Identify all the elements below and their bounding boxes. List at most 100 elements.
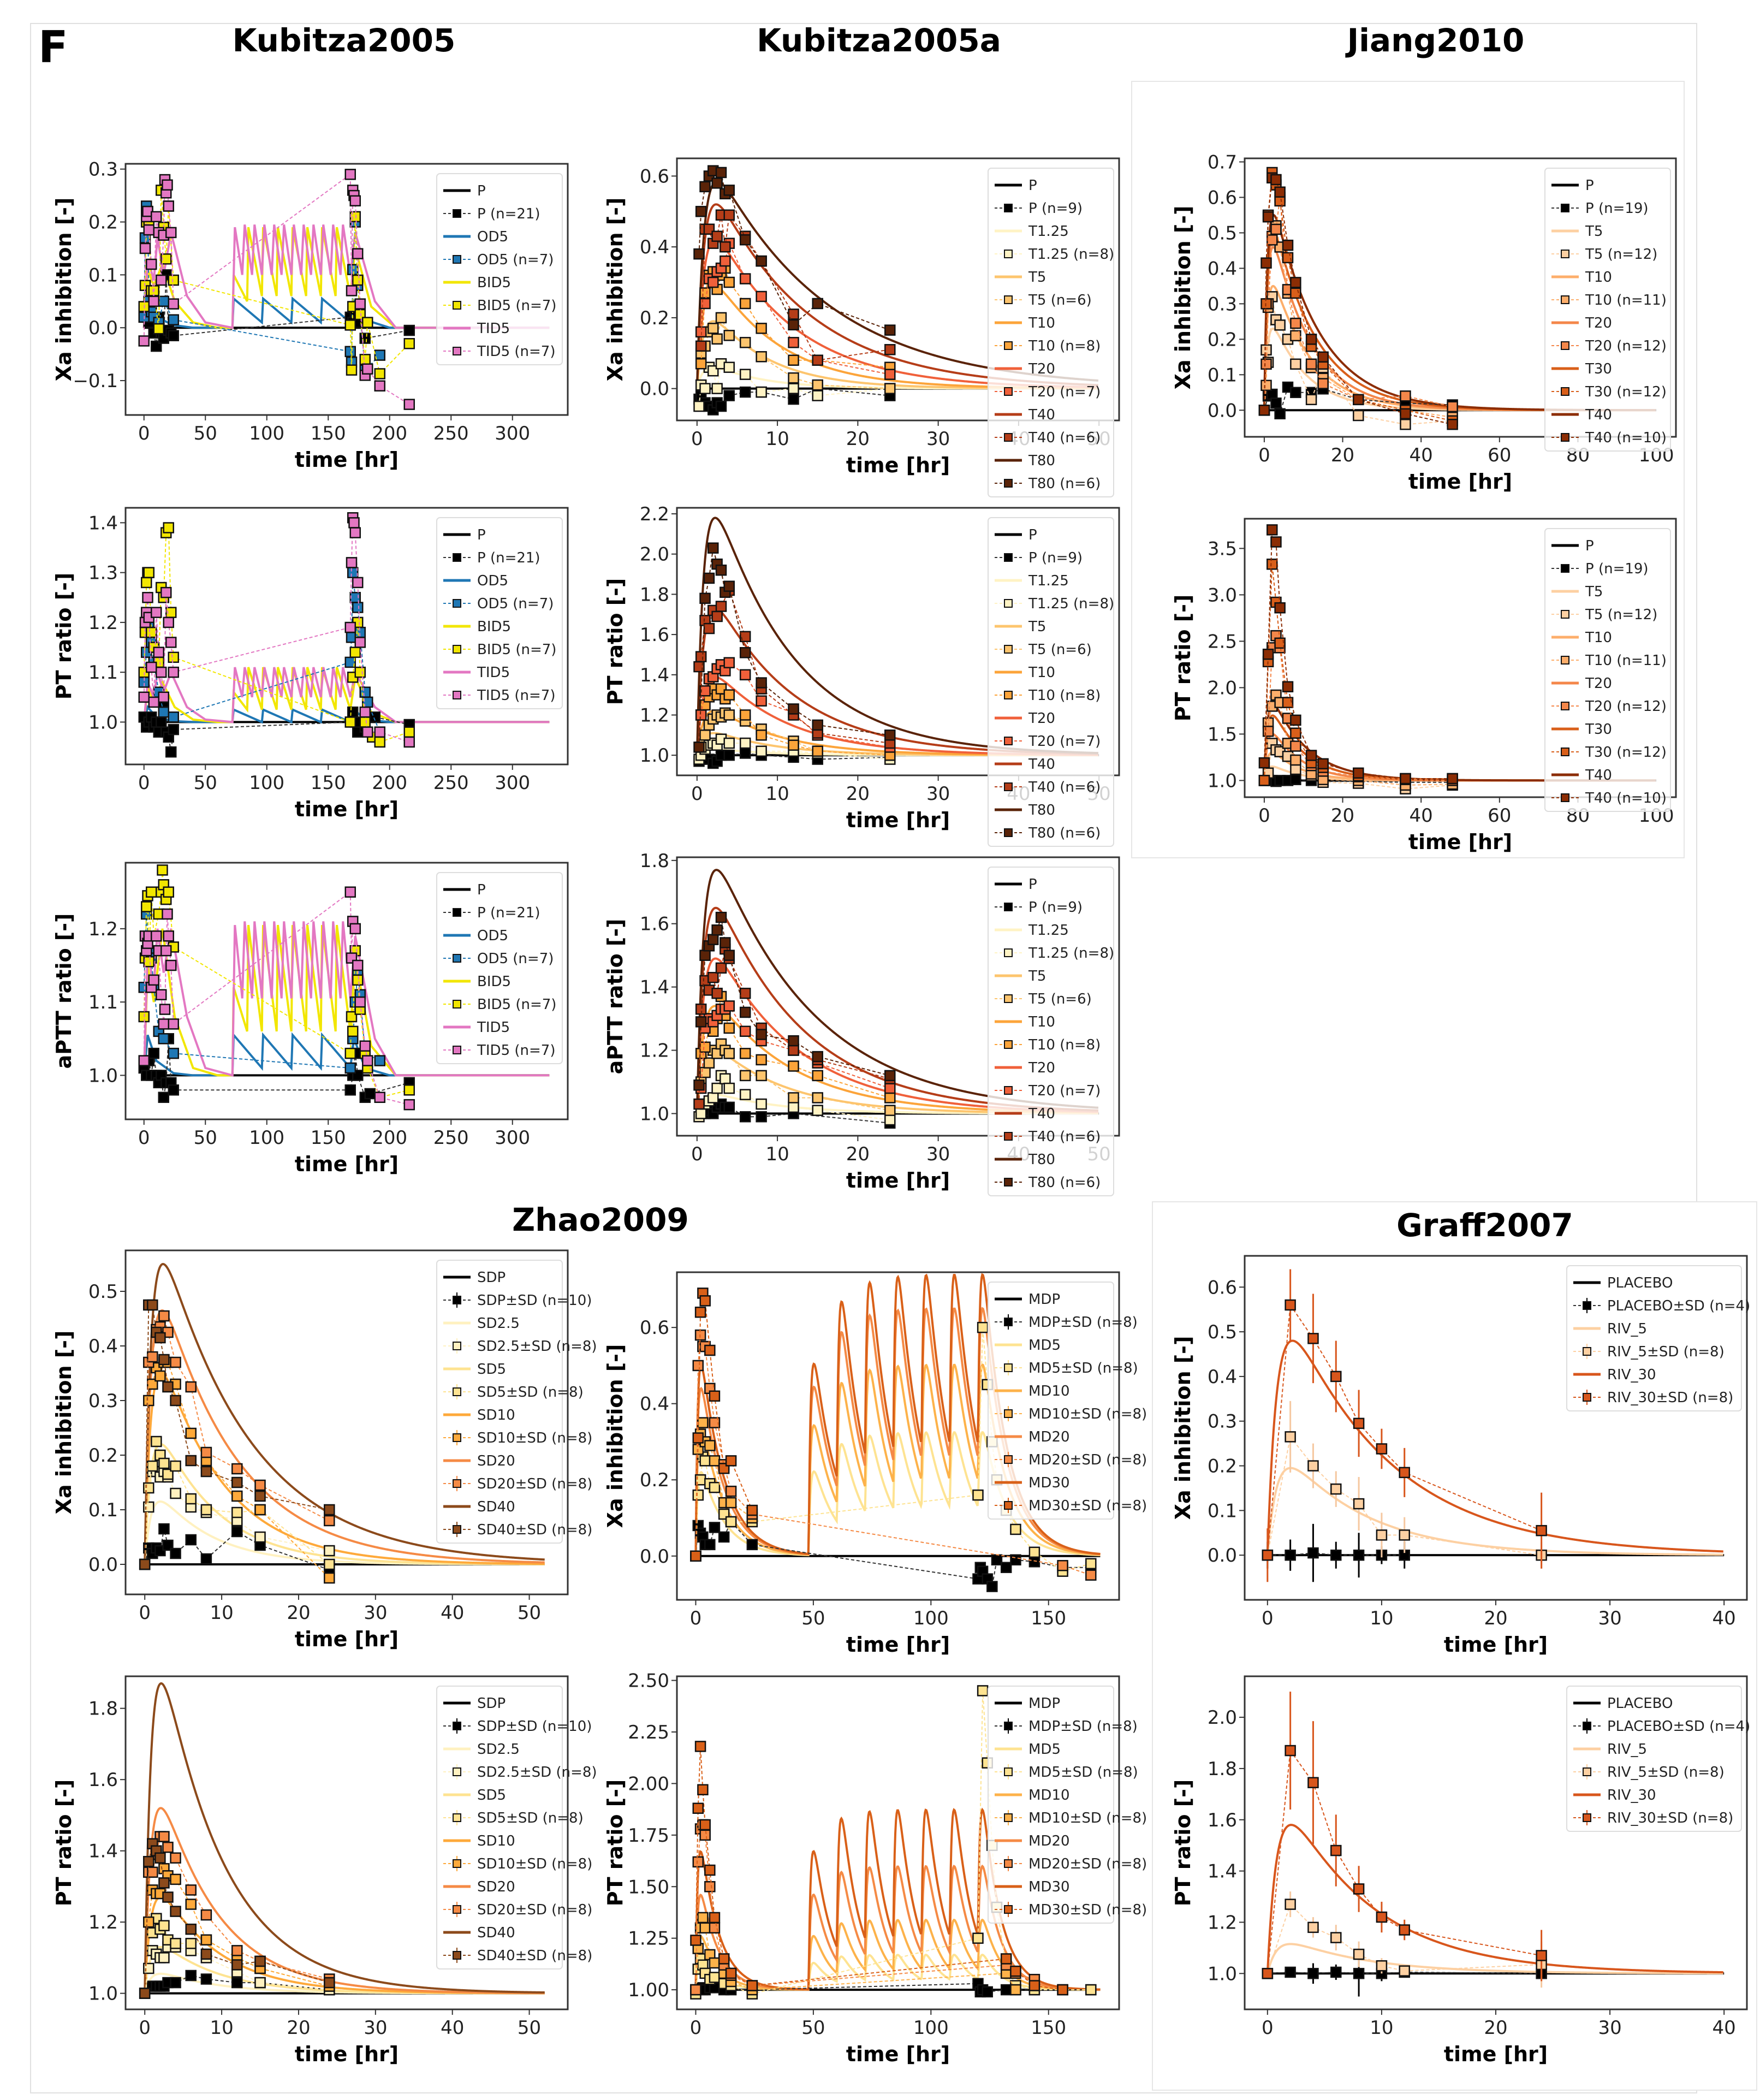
data-point <box>1400 408 1411 420</box>
data-point <box>1028 1556 1040 1568</box>
data-point <box>812 1070 823 1082</box>
x-tick-label: 100 <box>249 1127 284 1149</box>
legend-item: SD20±SD (n=8) <box>443 1902 592 1918</box>
data-point <box>344 346 356 358</box>
legend-item: T10 (n=8) <box>995 687 1101 704</box>
legend-item: T40 <box>995 756 1055 773</box>
legend-marker-swatch <box>1004 1086 1013 1095</box>
data-point <box>1258 405 1270 416</box>
y-tick-label: −0.1 <box>73 370 118 392</box>
legend-marker-swatch <box>1004 341 1013 350</box>
legend-item: MD30 <box>995 1475 1070 1491</box>
study-title-kubitza2005: Kubitza2005 <box>232 22 456 59</box>
y-axis-label: Xa inhibition [-] <box>52 198 76 382</box>
y-tick-label: 0.4 <box>1208 258 1237 280</box>
data-point <box>146 661 157 673</box>
legend-label: P (n=9) <box>1028 200 1083 217</box>
legend-marker-swatch <box>1561 250 1569 258</box>
x-axis-label: time [hr] <box>846 808 950 832</box>
legend-label: SD40±SD (n=8) <box>477 1948 592 1964</box>
legend-label: MD10±SD (n=8) <box>1028 1810 1147 1826</box>
data-point <box>185 1884 197 1896</box>
data-point <box>699 181 711 193</box>
data-point <box>344 716 356 728</box>
x-tick-label: 250 <box>433 772 469 794</box>
legend-item: T40 <box>1551 407 1612 423</box>
data-point <box>344 319 356 331</box>
data-point <box>354 298 366 310</box>
legend-label: T5 (n=6) <box>1028 991 1092 1007</box>
y-tick-label: 0.0 <box>1208 400 1237 422</box>
legend-item: SD10 <box>443 1833 515 1849</box>
data-point <box>695 1003 707 1015</box>
data-point <box>697 1784 709 1795</box>
data-point <box>1400 419 1411 430</box>
data-point <box>1285 1745 1296 1757</box>
data-point <box>1307 1460 1319 1472</box>
legend-marker-swatch <box>453 1342 461 1350</box>
y-tick-label: 2.50 <box>628 1670 669 1692</box>
legend-label: T1.25 (n=8) <box>1028 246 1114 263</box>
legend-item: SD40±SD (n=8) <box>443 1948 592 1964</box>
data-point <box>1010 1554 1021 1565</box>
data-point <box>709 1417 721 1428</box>
data-point <box>147 1866 158 1878</box>
legend-label: SD40 <box>477 1499 515 1515</box>
data-point <box>143 567 154 578</box>
y-tick-label: 0.2 <box>640 307 669 329</box>
x-tick-label: 0 <box>1258 805 1270 827</box>
legend-item: MDP±SD (n=8) <box>995 1718 1138 1735</box>
legend-item: T40 <box>995 1106 1055 1122</box>
data-point <box>711 1082 723 1094</box>
data-point <box>147 1351 158 1363</box>
legend-label: T1.25 (n=8) <box>1028 596 1114 612</box>
legend-item: BID5 (n=7) <box>443 642 556 658</box>
legend-marker-swatch <box>1004 782 1013 791</box>
data-point <box>141 901 152 912</box>
data-point <box>185 1381 197 1393</box>
legend-label: SD2.5 <box>477 1315 520 1332</box>
legend-label: TID5 <box>477 321 510 337</box>
y-tick-label: 0.0 <box>1208 1545 1237 1567</box>
legend-item: RIV_30±SD (n=8) <box>1573 1810 1733 1826</box>
data-point <box>1285 1549 1296 1561</box>
data-point <box>324 1545 335 1557</box>
legend-item: SD20 <box>443 1453 515 1469</box>
legend-item: P (n=9) <box>995 899 1083 916</box>
data-point <box>346 285 358 296</box>
data-point <box>1317 758 1329 770</box>
data-point <box>693 400 705 412</box>
data-point <box>162 179 173 191</box>
x-tick-label: 50 <box>801 1607 825 1629</box>
y-tick-label: 0.4 <box>640 236 669 258</box>
legend-item: MD5±SD (n=8) <box>995 1360 1138 1377</box>
data-point <box>200 1948 212 1960</box>
legend-label: T80 <box>1028 1152 1055 1168</box>
legend-item: BID5 (n=7) <box>443 996 556 1013</box>
data-point <box>158 1523 170 1535</box>
data-point <box>231 1506 243 1518</box>
data-point <box>699 1041 711 1053</box>
data-point <box>1305 394 1317 406</box>
data-point <box>346 1011 358 1023</box>
data-point <box>231 1959 243 1971</box>
data-point <box>158 1354 170 1366</box>
legend-marker-swatch <box>453 691 461 699</box>
data-point <box>1307 1921 1319 1933</box>
data-point <box>170 1487 181 1499</box>
data-point <box>185 1938 197 1949</box>
legend-marker-swatch <box>453 1000 461 1009</box>
x-tick-label: 20 <box>1484 2017 1507 2039</box>
data-point <box>1057 1984 1068 1996</box>
data-point <box>709 1957 721 1969</box>
data-point <box>699 592 711 604</box>
legend-item: MDP <box>995 1291 1060 1308</box>
data-point <box>158 1018 169 1030</box>
legend-marker-swatch <box>453 1296 461 1304</box>
legend-marker-swatch <box>1561 748 1569 756</box>
series-line-TID5 <box>142 224 550 329</box>
legend-marker-swatch <box>1004 1040 1013 1049</box>
data-point <box>723 950 735 961</box>
series-dashed-MDP±SD (n=8) <box>695 1983 1091 1993</box>
